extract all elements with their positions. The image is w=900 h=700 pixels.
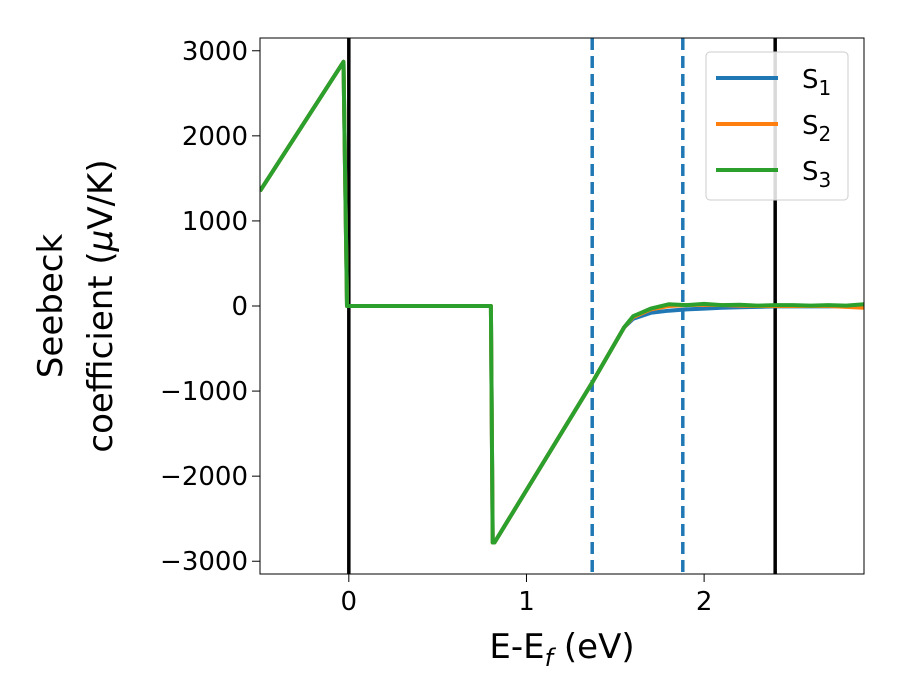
- series-line-S3: [260, 59, 864, 545]
- y-tick-label: 0: [231, 292, 248, 322]
- y-tick-label: 2000: [182, 122, 248, 152]
- y-tick-label: −1000: [160, 377, 248, 407]
- x-tick-label: 0: [341, 587, 358, 617]
- y-tick-label: 1000: [182, 207, 248, 237]
- x-tick-label: 1: [518, 587, 535, 617]
- series-lines: [260, 59, 864, 545]
- y-axis-label: Seebeck coefficient (μV/K): [31, 159, 121, 452]
- y-tick-label: −3000: [160, 547, 248, 577]
- y-axis-ticks: 3000 2000 1000 0 −1000 −2000 −3000: [160, 37, 260, 577]
- y-tick-label: −2000: [160, 462, 248, 492]
- legend-label-S1: S1: [802, 65, 831, 100]
- legend-label-S3: S3: [802, 157, 831, 192]
- x-axis-label: E-Ef (eV): [489, 627, 634, 672]
- y-axis-label-line1: Seebeck: [31, 234, 71, 379]
- legend: S1 S2 S3: [705, 51, 849, 201]
- y-axis-label-line2: coefficient (μV/K): [81, 159, 121, 452]
- legend-label-S2: S2: [802, 111, 831, 146]
- y-tick-label: 3000: [182, 37, 248, 67]
- x-axis-ticks: 0 1 2: [341, 574, 713, 617]
- x-tick-label: 2: [696, 587, 713, 617]
